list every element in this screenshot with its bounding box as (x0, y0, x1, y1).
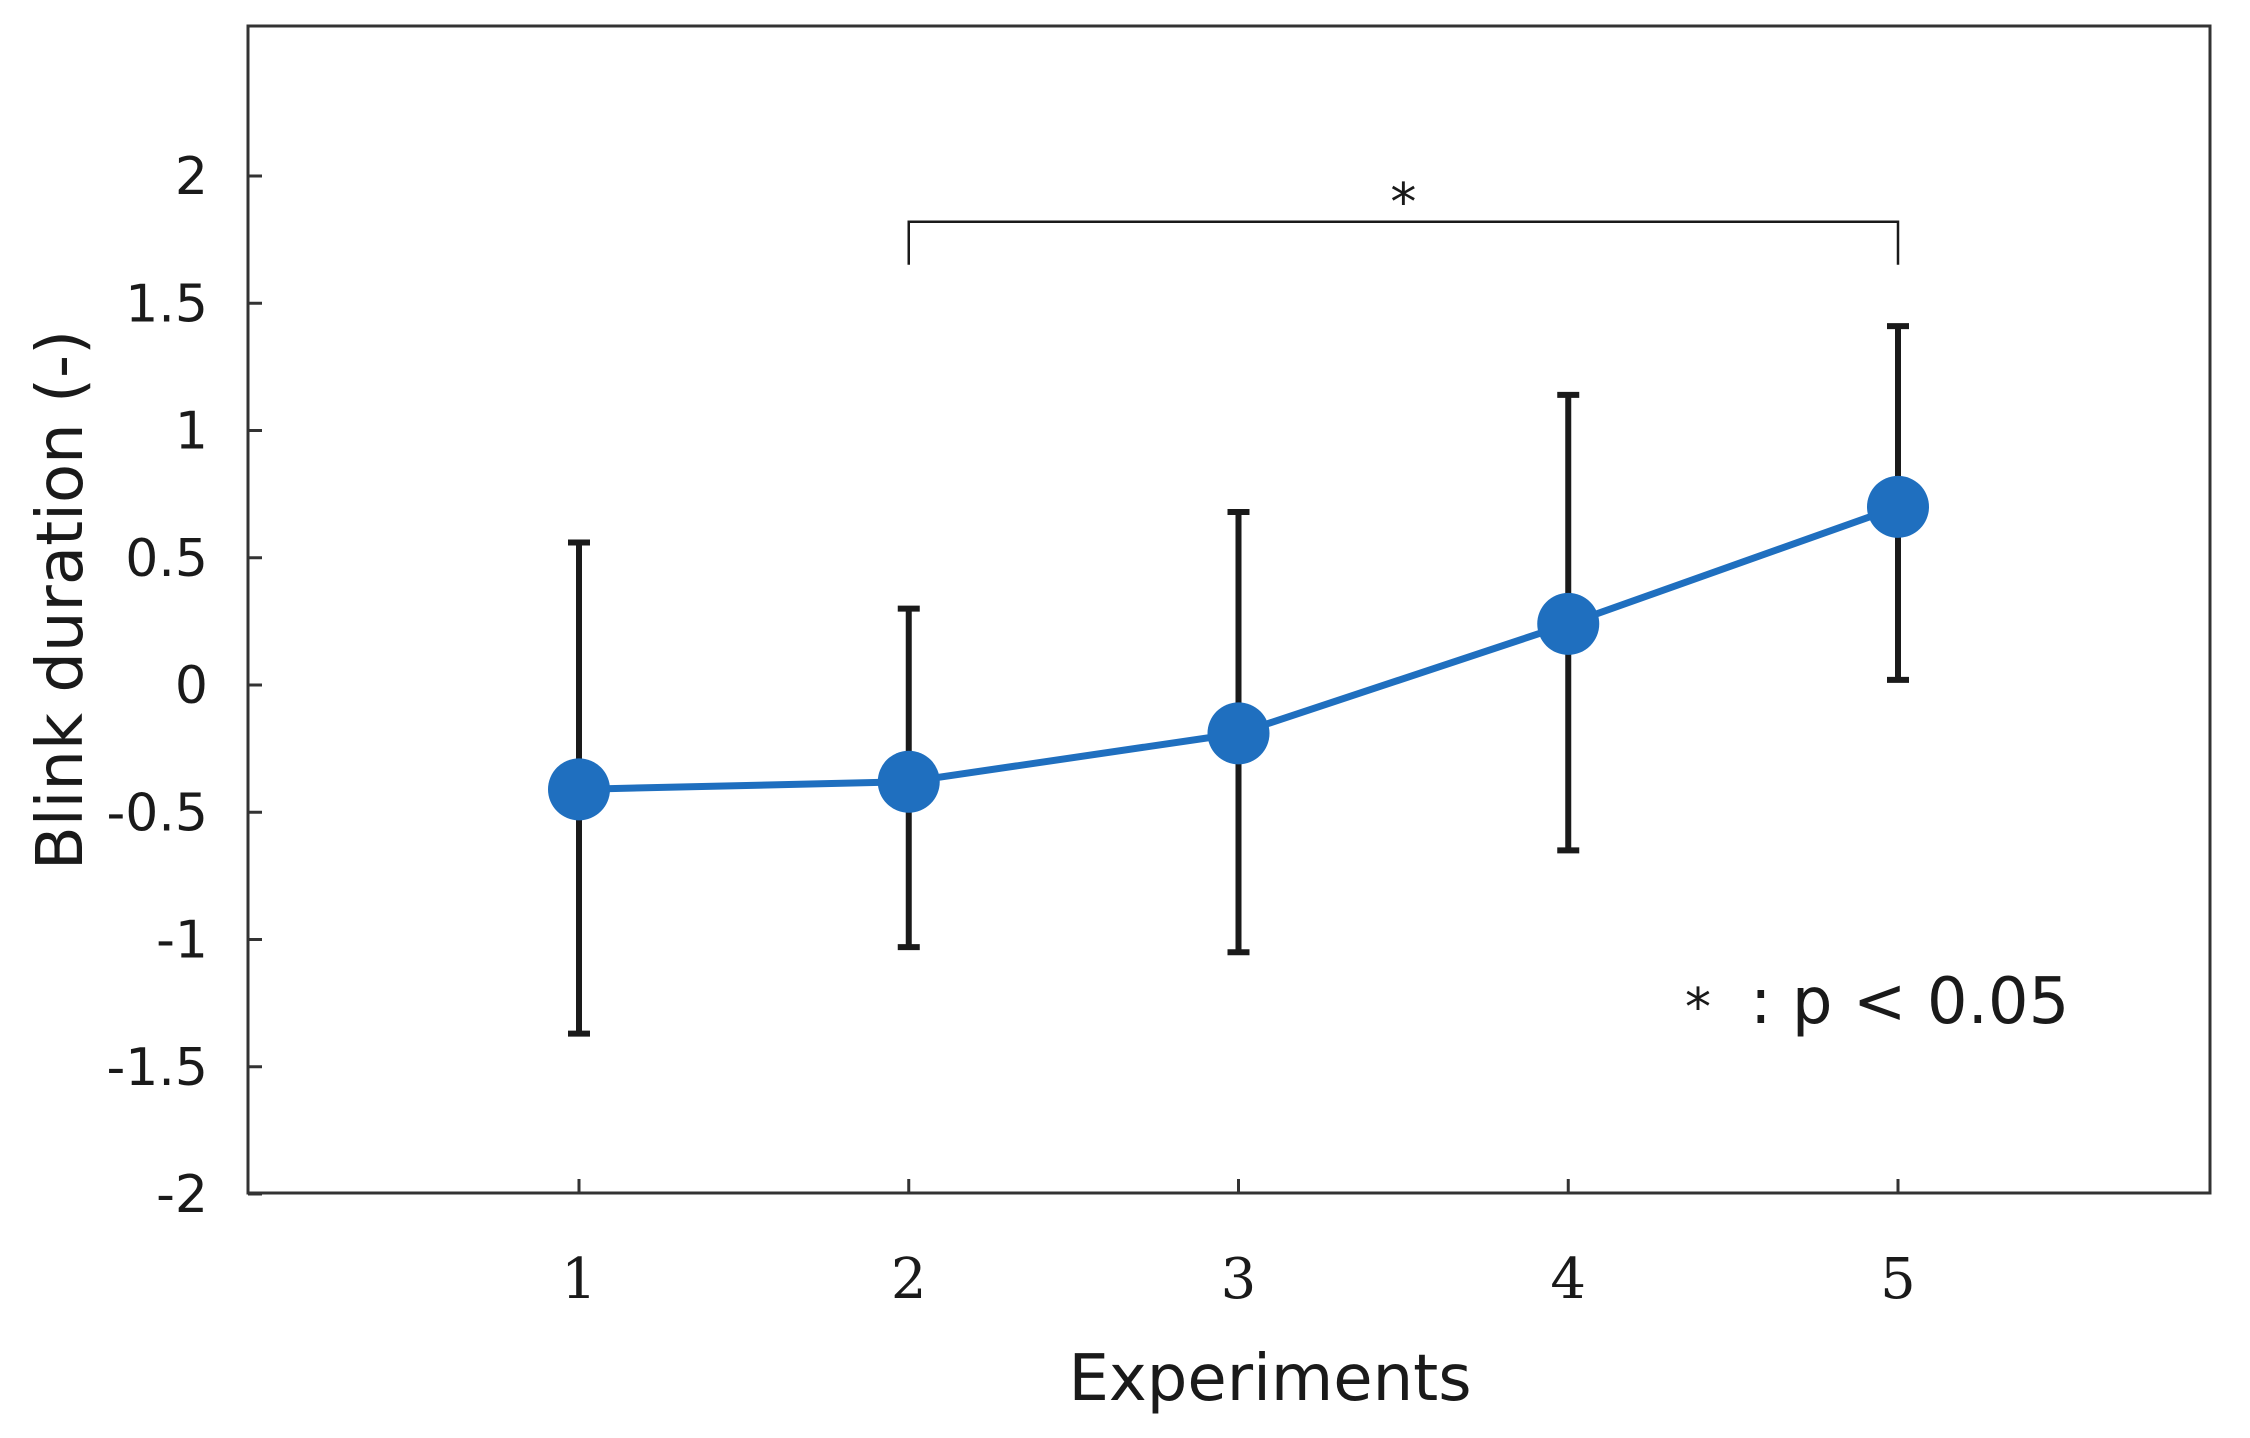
y-tick-label: 2 (175, 147, 208, 207)
data-point (1207, 702, 1270, 765)
legend-note-star: * (1685, 978, 1711, 1038)
data-points (548, 475, 1929, 821)
y-tick-label: 1.5 (125, 274, 208, 334)
significance-star: * (1390, 173, 1416, 233)
y-axis-ticks: -2 -1.5 -1 -0.5 0 0.5 1 1.5 2 (107, 147, 262, 1225)
error-bars (568, 323, 1909, 1037)
x-tick-label: 5 (1880, 1247, 1916, 1312)
x-axis-ticks: 1 2 3 4 5 (561, 1179, 1916, 1312)
y-tick-label: -1.5 (107, 1038, 208, 1098)
y-tick-label: 0 (175, 656, 208, 716)
y-tick-label: -2 (156, 1165, 208, 1225)
x-tick-label: 1 (561, 1247, 597, 1312)
significance-bracket (907, 220, 1900, 265)
data-point (548, 758, 610, 821)
plot-frame (246, 24, 2212, 1195)
x-tick-label: 3 (1221, 1247, 1257, 1312)
y-tick-label: 0.5 (125, 529, 208, 589)
x-tick-label: 4 (1550, 1247, 1586, 1312)
data-point (877, 750, 940, 813)
y-tick-label: -0.5 (107, 783, 208, 843)
data-point (1867, 475, 1929, 538)
data-point (1537, 592, 1600, 655)
legend-note-text: : p < 0.05 (1750, 965, 2069, 1039)
y-tick-label: -1 (156, 911, 208, 971)
x-axis-title: Experiments (1068, 1342, 1471, 1416)
y-axis-title: Blink duration (-) (24, 330, 98, 870)
y-tick-label: 1 (175, 402, 208, 462)
x-tick-label: 2 (891, 1247, 927, 1312)
